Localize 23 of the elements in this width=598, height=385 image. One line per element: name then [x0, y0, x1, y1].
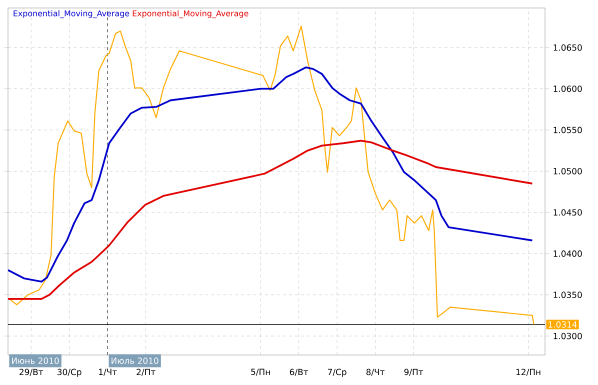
y-tick-label: 1.0650	[554, 44, 582, 51]
line-series	[8, 140, 534, 300]
x-tick-label: 2/Пт	[136, 368, 156, 376]
x-tick-label: 6/Вт	[290, 368, 308, 376]
x-tick-label: 5/Пн	[251, 368, 270, 376]
line-series	[10, 26, 534, 326]
x-tick-label: 1/Чт	[99, 368, 117, 376]
y-tick-label: 1.0350	[554, 292, 582, 298]
y-tick-label: 1.0400	[554, 250, 582, 257]
x-tick-label: 9/Пт	[404, 368, 424, 376]
text: Июнь 2010	[12, 358, 59, 364]
x-tick-label: 30/Ср	[58, 368, 82, 377]
text: Июль 2010	[112, 358, 158, 364]
y-tick-label: 1.0600	[554, 86, 582, 92]
y-tick-label: 1.0550	[554, 126, 582, 134]
ref-line-label: 1.0314	[548, 321, 577, 328]
y-tick-label: 1.0300	[554, 332, 582, 340]
y-tick-label: 1.0500	[554, 168, 582, 174]
x-tick-label: 29/Вт	[20, 368, 44, 376]
x-tick-label: 12/Пн	[516, 368, 540, 376]
x-tick-label: 7/Ср	[328, 368, 346, 377]
y-tick-label: 1.0450	[554, 209, 582, 216]
x-tick-label: 8/Чт	[366, 368, 385, 376]
